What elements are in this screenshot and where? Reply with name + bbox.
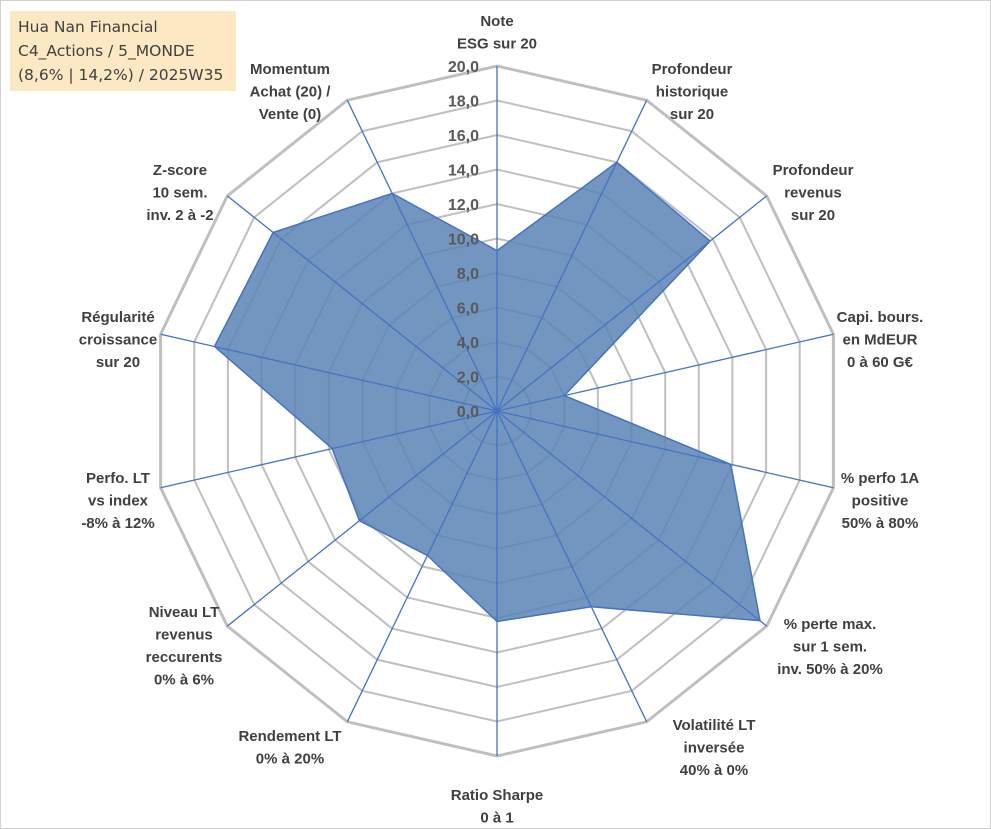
axis-label: Note ESG sur 20 (457, 13, 537, 53)
axis-label-line: Rendement LT (238, 728, 341, 745)
axis-label: Rendement LT 0% à 20% (238, 728, 341, 768)
axis-label-line: sur 1 sem. (793, 639, 867, 656)
axis-label: Capi. bours. en MdEUR 0 à 60 G€ (837, 309, 924, 371)
axis-label-line: Perfo. LT (86, 470, 150, 487)
axis-label-line: Niveau LT (149, 604, 220, 621)
axis-label-line: revenus (784, 185, 842, 202)
axis-label-line: Achat (20) / (250, 84, 332, 101)
r-tick-label: 0,0 (457, 404, 479, 421)
axis-label: % perte max. sur 1 sem. inv. 50% à 20% (777, 616, 883, 678)
axis-label-line: Note (480, 13, 513, 30)
info-box: Hua Nan Financial C4_Actions / 5_MONDE (… (10, 11, 236, 91)
axis-label-line: Profondeur (773, 162, 854, 179)
axis-label: Régularité croissance sur 20 (79, 309, 157, 371)
axis-label-line: vs index (88, 493, 149, 510)
axis-spoke (226, 410, 498, 627)
axis-spoke (496, 99, 648, 412)
axis-label-line: sur 20 (96, 354, 140, 371)
axis-spoke (346, 99, 498, 412)
axis-label-line: % perfo 1A (841, 470, 920, 487)
radial-tick-labels: 0,0 2,0 4,0 6,0 8,0 10,0 12,0 14,0 16,0 18,0 20,0 (448, 59, 479, 421)
r-tick-label: 4,0 (457, 335, 479, 352)
r-tick-label: 20,0 (448, 59, 479, 76)
axis-label-line: historique (656, 84, 729, 101)
axis-label: Ratio Sharpe 0 à 1 (451, 787, 544, 827)
axis-label-line: ESG sur 20 (457, 36, 537, 53)
axis-label-line: Régularité (81, 309, 154, 326)
axis-label-line: reccurents (146, 649, 223, 666)
axis-label: Z-score 10 sem. inv. 2 à -2 (146, 162, 213, 224)
r-tick-label: 2,0 (457, 370, 479, 387)
axis-label-line: revenus (155, 627, 213, 644)
r-tick-label: 16,0 (448, 128, 479, 145)
axis-label-line: % perte max. (784, 616, 877, 633)
axis-label-line: 0% à 6% (154, 672, 214, 689)
axis-spoke (496, 333, 834, 412)
axis-spoke (496, 410, 648, 723)
axis-label-line: 50% à 80% (842, 515, 919, 532)
axis-spoke (160, 333, 498, 412)
r-tick-label: 8,0 (457, 266, 479, 283)
axis-label-line: Vente (0) (259, 106, 322, 123)
axis-label-line: -8% à 12% (81, 515, 154, 532)
axis-label-line: 0 à 1 (480, 810, 513, 827)
axis-label-line: 0% à 20% (256, 751, 324, 768)
axis-label: Volatilité LT inversée 40% à 0% (673, 717, 756, 779)
axis-label-line: croissance (79, 332, 157, 349)
r-tick-label: 14,0 (448, 163, 479, 180)
axis-label: Profondeur historique sur 20 (652, 61, 733, 123)
axis-label-line: 40% à 0% (680, 762, 748, 779)
axis-spoke (160, 410, 498, 489)
axis-spoke (496, 410, 768, 627)
axis-label-line: inv. 2 à -2 (146, 207, 213, 224)
axis-label: Perfo. LT vs index -8% à 12% (81, 470, 154, 532)
axis-label-line: Ratio Sharpe (451, 787, 544, 804)
axis-label-line: sur 20 (670, 106, 714, 123)
r-tick-label: 12,0 (448, 197, 479, 214)
info-line-company: Hua Nan Financial (18, 18, 158, 36)
radar-spokes (160, 66, 834, 756)
axis-spoke (496, 195, 768, 412)
axis-label-line: en MdEUR (843, 332, 918, 349)
axis-label: Momentum Achat (20) / Vente (0) (250, 61, 332, 123)
axis-label-line: sur 20 (791, 207, 835, 224)
axis-label-line: 10 sem. (152, 185, 207, 202)
r-tick-label: 10,0 (448, 232, 479, 249)
r-tick-label: 6,0 (457, 301, 479, 318)
axis-spoke (496, 410, 834, 489)
axis-label: Profondeur revenus sur 20 (773, 162, 854, 224)
axis-spoke (226, 195, 498, 412)
axis-label: Niveau LT revenus reccurents 0% à 6% (146, 604, 223, 689)
axis-label-line: Z-score (153, 162, 207, 179)
axis-label-line: inversée (684, 740, 745, 757)
axis-labels: Note ESG sur 20 Profondeur historique sur 20… (79, 13, 924, 827)
axis-label-line: Profondeur (652, 61, 733, 78)
r-tick-label: 18,0 (448, 94, 479, 111)
axis-label-line: 0 à 60 G€ (847, 354, 914, 371)
axis-label-line: inv. 50% à 20% (777, 661, 883, 678)
info-line-stats: (8,6% | 14,2%) / 2025W35 (18, 66, 224, 84)
info-line-category: C4_Actions / 5_MONDE (18, 42, 195, 60)
axis-label-line: Momentum (250, 61, 330, 78)
axis-spoke (346, 410, 498, 723)
axis-label-line: positive (852, 493, 909, 510)
axis-label: % perfo 1A positive 50% à 80% (841, 470, 920, 532)
axis-label-line: Capi. bours. (837, 309, 924, 326)
axis-label-line: Volatilité LT (673, 717, 756, 734)
